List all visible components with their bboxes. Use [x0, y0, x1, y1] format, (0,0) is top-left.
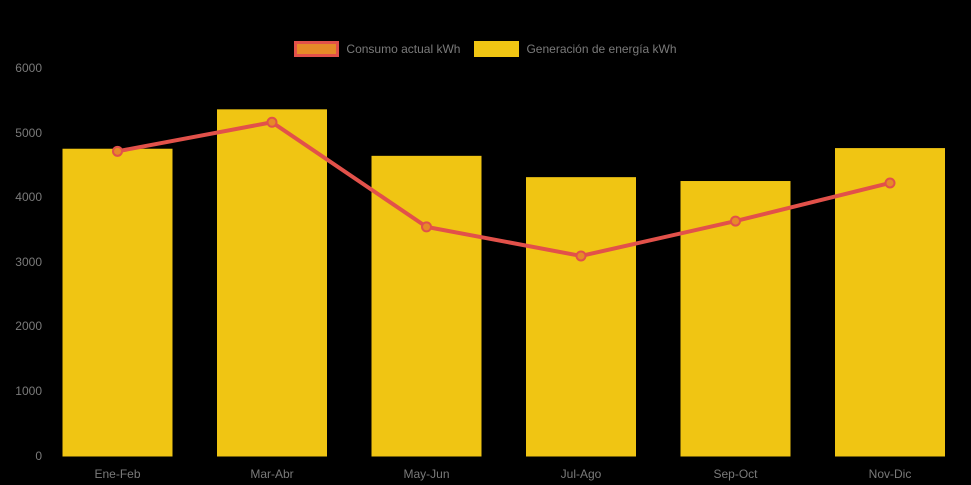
- y-tick-label: 4000: [15, 190, 42, 205]
- legend-label-generacion: Generación de energía kWh: [526, 42, 677, 56]
- consumo-swatch-icon: [294, 41, 340, 57]
- bar-generacion[interactable]: [62, 148, 173, 457]
- x-axis-label: May-Jun: [403, 467, 450, 481]
- x-axis-label: Nov-Dic: [868, 467, 912, 481]
- consumo-point[interactable]: [730, 215, 741, 227]
- consumo-line: [115, 120, 892, 258]
- consumo-point[interactable]: [421, 221, 432, 233]
- x-axis-label: Mar-Abr: [250, 467, 294, 481]
- bar-generacion[interactable]: [217, 109, 327, 457]
- bar-generacion[interactable]: [835, 148, 945, 457]
- consumo-point[interactable]: [884, 177, 896, 189]
- x-axis-label: Ene-Feb: [94, 467, 141, 481]
- y-tick-label: 1000: [15, 383, 42, 398]
- x-axis-label: Jul-Ago: [560, 467, 602, 481]
- consumo-point[interactable]: [266, 116, 278, 128]
- legend-item-generacion[interactable]: Generación de energía kWh: [474, 41, 677, 57]
- y-tick-label: 3000: [15, 254, 42, 269]
- chart-legend: Consumo actual kWh Generación de energía…: [0, 41, 971, 57]
- y-tick-label: 0: [35, 448, 42, 463]
- y-tick-label: 6000: [15, 61, 42, 75]
- legend-item-consumo[interactable]: Consumo actual kWh: [294, 41, 460, 57]
- bar-generacion[interactable]: [526, 177, 636, 457]
- consumo-point[interactable]: [575, 250, 587, 262]
- bar-generacion[interactable]: [371, 155, 482, 457]
- y-tick-label: 5000: [15, 125, 42, 140]
- bar-generacion[interactable]: [680, 181, 791, 457]
- legend-label-consumo: Consumo actual kWh: [346, 42, 461, 56]
- consumo-point[interactable]: [112, 145, 123, 157]
- x-axis-label: Sep-Oct: [713, 467, 758, 481]
- y-tick-label: 2000: [15, 319, 42, 334]
- generacion-swatch-icon: [474, 41, 520, 57]
